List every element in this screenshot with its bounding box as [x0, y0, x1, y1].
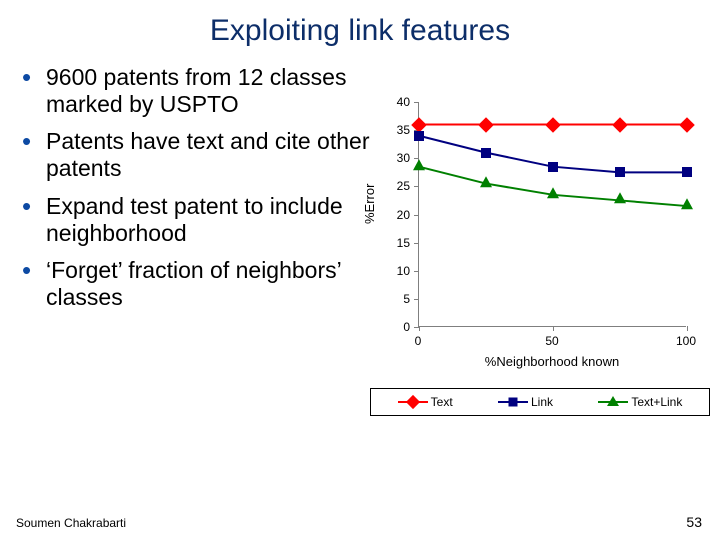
marker-triangle	[547, 187, 559, 198]
y-tick-label: 35	[386, 123, 410, 137]
marker-square	[682, 167, 692, 177]
legend-label: Text+Link	[631, 395, 682, 409]
marker-square	[481, 148, 491, 158]
bullet-item: Expand test patent to include neighborho…	[20, 193, 370, 247]
legend-swatch	[598, 396, 628, 408]
marker-triangle	[614, 193, 626, 204]
footer-author: Soumen Chakrabarti	[16, 516, 126, 530]
legend: Text Link Text+Link	[370, 388, 710, 416]
bullet-item: Patents have text and cite other patents	[20, 128, 370, 182]
y-tick-label: 30	[386, 151, 410, 165]
legend-marker-diamond-icon	[406, 395, 420, 409]
x-tick-label: 0	[415, 334, 422, 348]
y-tick-label: 0	[386, 320, 410, 334]
legend-item: Link	[498, 395, 553, 409]
legend-marker-square-icon	[508, 398, 517, 407]
x-axis-label: %Neighborhood known	[418, 354, 686, 369]
y-tick-label: 40	[386, 95, 410, 109]
marker-triangle	[413, 159, 425, 170]
marker-square	[548, 162, 558, 172]
bullet-item: 9600 patents from 12 classes marked by U…	[20, 64, 370, 118]
legend-label: Link	[531, 395, 553, 409]
marker-square	[414, 131, 424, 141]
footer-page-number: 53	[686, 514, 702, 530]
legend-swatch	[498, 396, 528, 408]
y-tick-label: 5	[386, 292, 410, 306]
marker-triangle	[681, 198, 693, 209]
content-row: 9600 patents from 12 classes marked by U…	[0, 48, 720, 416]
bullet-item: ‘Forget’ fraction of neighbors’ classes	[20, 257, 370, 311]
page-title: Exploiting link features	[0, 0, 720, 48]
legend-label: Text	[431, 395, 453, 409]
y-tick-label: 20	[386, 208, 410, 222]
y-tick-label: 25	[386, 179, 410, 193]
marker-triangle	[480, 176, 492, 187]
legend-item: Text	[398, 395, 453, 409]
y-axis-label: %Error	[362, 184, 377, 224]
x-tick-label: 50	[545, 334, 558, 348]
legend-swatch	[398, 396, 428, 408]
y-tick-label: 15	[386, 236, 410, 250]
chart-figure: %Error %Neighborhood known 0510152025303…	[370, 64, 710, 416]
legend-marker-triangle-icon	[607, 396, 619, 406]
y-tick-label: 10	[386, 264, 410, 278]
legend-item: Text+Link	[598, 395, 682, 409]
x-tick-label: 100	[676, 334, 696, 348]
plot-area	[418, 102, 686, 327]
bullet-list: 9600 patents from 12 classes marked by U…	[20, 64, 370, 416]
marker-square	[615, 167, 625, 177]
